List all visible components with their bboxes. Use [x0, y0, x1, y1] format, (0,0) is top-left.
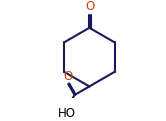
- Text: O: O: [63, 69, 72, 83]
- Text: O: O: [85, 0, 95, 13]
- Text: HO: HO: [58, 107, 76, 120]
